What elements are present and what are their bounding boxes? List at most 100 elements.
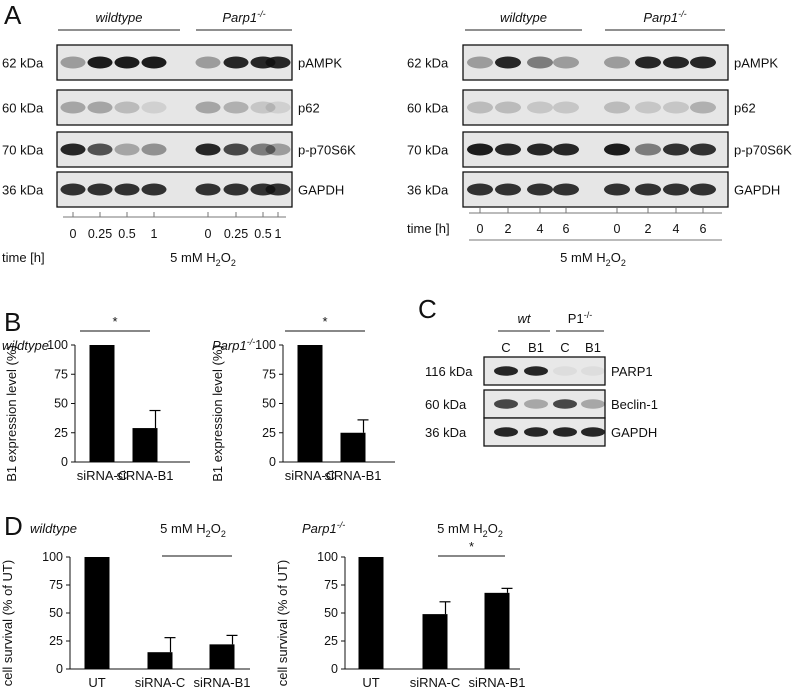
D-parp1-xlabel-0: UT xyxy=(362,675,379,690)
B-wildtype-ylabel: B1 expression level (%) xyxy=(4,345,19,482)
D-wildtype-ytick-label-2: 50 xyxy=(49,606,63,620)
a-right-group-1-sup: -/- xyxy=(678,9,687,19)
a-left-band-1-4 xyxy=(195,101,221,114)
B-wildtype-title-base: wildtype xyxy=(2,338,49,353)
a-left-time-7: 1 xyxy=(275,227,282,241)
a-right-band-2-7 xyxy=(690,143,716,156)
B-wildtype-xlabel-1: siRNA-B1 xyxy=(116,468,173,483)
a-left-band-2-3 xyxy=(141,143,167,156)
a-right-band-1-2 xyxy=(527,101,553,114)
a-right-time-3: 6 xyxy=(563,222,570,236)
a-right-band-0-5 xyxy=(635,56,661,69)
a-right-band-0-7 xyxy=(690,56,716,69)
a-left-kda-2: 70 kDa xyxy=(2,143,44,158)
a-right-protein-2: p-p70S6K xyxy=(734,143,792,158)
D-wildtype-xlabel-1: siRNA-C xyxy=(135,675,186,690)
a-left-band-3-4 xyxy=(195,183,221,196)
a-left-band-2-7 xyxy=(265,143,291,156)
a-right-band-3-3 xyxy=(553,183,579,196)
c-lane-2: C xyxy=(560,340,569,355)
a-left-band-2-6 xyxy=(250,143,276,156)
B-wildtype-xlabel-0: siRNA-C xyxy=(77,468,128,483)
a-left-time-4: 0 xyxy=(205,227,212,241)
c-band-2-3 xyxy=(581,427,605,437)
c-protein-0: PARP1 xyxy=(611,364,653,379)
a-right-band-3-6 xyxy=(663,183,689,196)
a-left-protein-0: pAMPK xyxy=(298,56,342,71)
a-right-time-7: 6 xyxy=(700,222,707,236)
c-lane-1: B1 xyxy=(528,340,544,355)
a-left-kda-1: 60 kDa xyxy=(2,101,44,116)
a-left-time-2: 0.5 xyxy=(118,227,135,241)
B-parp1-ytick-label-3: 75 xyxy=(262,367,276,381)
a-left-band-1-0 xyxy=(60,101,86,114)
D-wildtype-treatment-a: 5 mM H xyxy=(160,521,206,536)
a-right-time-2: 4 xyxy=(537,222,544,236)
c-band-1-3 xyxy=(581,399,605,409)
a-left-group-0-base: wildtype xyxy=(96,10,143,25)
a-right-band-0-3 xyxy=(553,56,579,69)
D-parp1-treatment-b: 2 xyxy=(483,529,488,539)
a-right-kda-2: 70 kDa xyxy=(407,143,449,158)
a-right-treatment-b: 2 xyxy=(606,258,611,268)
D-parp1-bar-2 xyxy=(484,592,510,669)
B-wildtype-ytick-label-1: 25 xyxy=(54,426,68,440)
a-left-treatment-a: 5 mM H xyxy=(170,250,216,265)
a-right-band-3-0 xyxy=(467,183,493,196)
a-left-band-3-1 xyxy=(87,183,113,196)
a-right-band-2-1 xyxy=(495,143,521,156)
a-right-band-3-7 xyxy=(690,183,716,196)
a-left-time-6: 0.5 xyxy=(254,227,271,241)
a-right-band-0-1 xyxy=(495,56,521,69)
chart-D-parp1: 0 25 50 75 100 UT siRNA-C siRNA-B1 cell survival… xyxy=(275,520,526,690)
a-right-protein-3: GAPDH xyxy=(734,183,780,198)
D-wildtype-title: wildtype xyxy=(30,521,77,536)
D-wildtype-bar-0 xyxy=(84,557,110,669)
c-lane-0: C xyxy=(501,340,510,355)
B-parp1-bar-0 xyxy=(297,345,323,462)
D-parp1-xlabel-2: siRNA-B1 xyxy=(468,675,525,690)
a-right-blot-1 xyxy=(462,89,729,126)
a-right-band-1-0 xyxy=(467,101,493,114)
a-right-band-3-5 xyxy=(635,183,661,196)
a-right-treatment-d: 2 xyxy=(621,258,626,268)
c-protein-2: GAPDH xyxy=(611,425,657,440)
D-wildtype-treatment: 5 mM H2O2 xyxy=(160,521,226,539)
D-parp1-title-base: Parp1 xyxy=(302,521,337,536)
a-right-group-1-base: Parp1 xyxy=(643,10,678,25)
B-parp1-title-sup: -/- xyxy=(247,337,256,347)
D-wildtype-ytick-label-1: 25 xyxy=(49,634,63,648)
B-parp1-title: Parp1-/- xyxy=(212,337,255,353)
c-kda-2: 36 kDa xyxy=(425,425,467,440)
c-group-1-sup: -/- xyxy=(584,310,593,320)
a-left-band-3-0 xyxy=(60,183,86,196)
c-protein-1: Beclin-1 xyxy=(611,397,658,412)
a-right-band-3-1 xyxy=(495,183,521,196)
chart-D-wildtype: 0 25 50 75 100 UT siRNA-C siRNA-B1 cell survival… xyxy=(0,521,251,690)
c-group-0-base: wt xyxy=(518,311,532,326)
B-wildtype-title: wildtype xyxy=(2,338,49,353)
a-right-band-3-4 xyxy=(604,183,630,196)
a-right-protein-0: pAMPK xyxy=(734,56,778,71)
a-right-kda-3: 36 kDa xyxy=(407,183,449,198)
a-left-band-0-3 xyxy=(141,56,167,69)
c-band-1-1 xyxy=(524,399,548,409)
a-right-band-2-5 xyxy=(635,143,661,156)
a-right-time-5: 2 xyxy=(645,222,652,236)
a-left-protein-3: GAPDH xyxy=(298,183,344,198)
D-parp1-ytick-label-1: 25 xyxy=(324,634,338,648)
B-wildtype-sig-mark: * xyxy=(112,314,117,329)
a-right-band-2-6 xyxy=(663,143,689,156)
a-left-band-2-2 xyxy=(114,143,140,156)
a-right-band-2-0 xyxy=(467,143,493,156)
a-right-group-0-base: wildtype xyxy=(500,10,547,25)
B-parp1-title-base: Parp1 xyxy=(212,338,247,353)
a-right-protein-1: p62 xyxy=(734,101,756,116)
a-right-group-1: Parp1-/- xyxy=(643,9,686,25)
a-right-kda-1: 60 kDa xyxy=(407,101,449,116)
B-parp1-xlabel-0: siRNA-C xyxy=(285,468,336,483)
a-left-band-3-2 xyxy=(114,183,140,196)
D-parp1-ytick-label-3: 75 xyxy=(324,578,338,592)
c-group-1-base: P1 xyxy=(568,311,584,326)
